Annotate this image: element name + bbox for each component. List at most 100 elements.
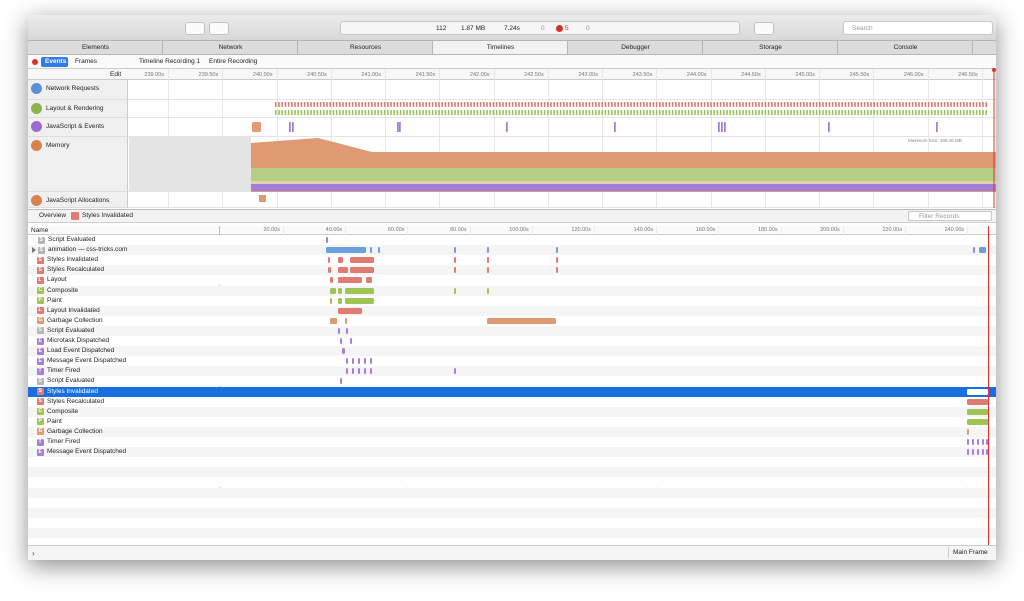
record-row[interactable]: S Script Evaluated bbox=[28, 325, 996, 336]
frames-toggle[interactable]: Frames bbox=[75, 58, 98, 65]
paint-event bbox=[662, 110, 664, 115]
search-placeholder: Search bbox=[852, 25, 873, 32]
paint-event bbox=[828, 110, 831, 115]
record-row[interactable]: S Styles Recalculated bbox=[28, 265, 996, 276]
reload-button[interactable] bbox=[185, 22, 205, 35]
layout-event bbox=[841, 102, 843, 107]
record-icon: S bbox=[37, 256, 44, 264]
record-row[interactable]: P Paint bbox=[28, 416, 996, 427]
record-name: Composite bbox=[47, 286, 79, 294]
layout-event bbox=[380, 102, 383, 107]
memory-band bbox=[251, 184, 996, 191]
record-row[interactable]: S Script Evaluated bbox=[28, 235, 996, 246]
ruler-line bbox=[547, 69, 549, 208]
record-row[interactable]: C Composite bbox=[28, 406, 996, 417]
record-row[interactable]: P Paint bbox=[28, 295, 996, 306]
record-row[interactable]: G Garbage Collection bbox=[28, 315, 996, 326]
record-row[interactable]: S Styles Invalidated bbox=[28, 255, 996, 266]
record-name: Garbage Collection bbox=[47, 316, 103, 324]
tab[interactable]: Timelines bbox=[433, 41, 568, 55]
edit-button[interactable]: Edit bbox=[110, 71, 122, 78]
record-row[interactable]: E Message Event Dispatched bbox=[28, 356, 996, 367]
record-row[interactable]: T Timer Fired bbox=[28, 437, 996, 448]
layout-event bbox=[563, 102, 565, 107]
record-name: Load Event Dispatched bbox=[47, 347, 115, 355]
filter-field[interactable]: Filter Records bbox=[908, 211, 992, 221]
layout-event bbox=[310, 102, 312, 107]
disclosure[interactable] bbox=[32, 247, 36, 254]
ruler-line bbox=[439, 69, 441, 208]
tab-label: Storage bbox=[759, 44, 782, 51]
events-toggle[interactable]: Events bbox=[41, 57, 68, 67]
paint-event bbox=[307, 110, 309, 115]
record-icon-letter: S bbox=[39, 246, 43, 253]
layout-event bbox=[556, 102, 559, 107]
script-event bbox=[936, 122, 938, 132]
record-row[interactable]: G Garbage Collection bbox=[28, 426, 996, 437]
layout-event bbox=[585, 102, 587, 107]
track-label: JavaScript Allocations bbox=[46, 197, 110, 204]
record-row[interactable]: E Microtask Dispatched bbox=[28, 336, 996, 347]
record-bar bbox=[345, 287, 374, 294]
record-row[interactable]: T Timer Fired bbox=[28, 366, 996, 377]
inspector-window: 112 1.87 MB 7.24s 0 5 0 Search Elements Network R… bbox=[28, 15, 996, 560]
layout-event bbox=[342, 102, 344, 107]
record-bar bbox=[358, 358, 360, 365]
layout-event bbox=[812, 102, 815, 107]
record-row[interactable]: S Script Evaluated bbox=[28, 376, 996, 387]
layout-event bbox=[809, 102, 811, 107]
record-row[interactable]: C Composite bbox=[28, 285, 996, 296]
tab[interactable]: Storage bbox=[703, 41, 838, 55]
record-row[interactable]: E Load Event Dispatched bbox=[28, 346, 996, 357]
inspect-button[interactable] bbox=[754, 22, 774, 35]
paint-event bbox=[947, 110, 949, 115]
paint-event bbox=[655, 110, 658, 115]
paint-event bbox=[441, 110, 443, 115]
record-icon: T bbox=[37, 367, 44, 375]
records-playhead bbox=[988, 226, 989, 545]
record-row[interactable]: L Layout Invalidated bbox=[28, 305, 996, 316]
crumb[interactable]: Styles Invalidated bbox=[82, 212, 133, 219]
layout-event bbox=[707, 102, 709, 107]
tab[interactable]: Network bbox=[163, 41, 298, 55]
ruler-label: 240.50s bbox=[307, 72, 327, 78]
record-bar bbox=[338, 257, 343, 264]
track-icon bbox=[31, 140, 42, 151]
layout-event bbox=[710, 102, 712, 107]
crumb[interactable]: Entire Recording bbox=[209, 58, 258, 65]
layout-event bbox=[361, 102, 363, 107]
record-button[interactable] bbox=[32, 59, 38, 65]
crumb[interactable]: Overview bbox=[39, 212, 67, 219]
record-row[interactable]: S Styles Recalculated bbox=[28, 396, 996, 407]
record-row[interactable]: E Message Event Dispatched bbox=[28, 447, 996, 458]
record-name: Script Evaluated bbox=[47, 377, 95, 385]
crumb[interactable]: Timeline Recording 1 bbox=[139, 58, 201, 65]
layout-event bbox=[287, 102, 290, 107]
paint-event bbox=[598, 110, 600, 115]
frame-selector[interactable]: Main Frame bbox=[953, 549, 988, 556]
paint-event bbox=[364, 110, 367, 115]
record-name: Message Event Dispatched bbox=[47, 357, 127, 365]
console-prompt[interactable]: › bbox=[32, 549, 35, 558]
layout-event bbox=[927, 102, 930, 107]
record-row[interactable]: L Layout bbox=[28, 275, 996, 286]
tab-extra bbox=[973, 41, 996, 55]
record-bar bbox=[326, 237, 328, 243]
paint-event bbox=[489, 110, 491, 115]
tab[interactable]: Console bbox=[838, 41, 973, 55]
layout-event bbox=[620, 102, 623, 107]
layout-event bbox=[943, 102, 946, 107]
tab[interactable]: Resources bbox=[298, 41, 433, 55]
tab[interactable]: Elements bbox=[28, 41, 163, 55]
script-event bbox=[718, 122, 720, 132]
download-button[interactable] bbox=[209, 22, 229, 35]
tab[interactable]: Debugger bbox=[568, 41, 703, 55]
layout-event bbox=[524, 102, 527, 107]
layout-event bbox=[489, 102, 491, 107]
record-row[interactable]: S Styles Invalidated bbox=[28, 386, 996, 397]
paint-event bbox=[835, 110, 837, 115]
paint-event bbox=[803, 110, 805, 115]
search-field[interactable]: Search bbox=[843, 21, 993, 35]
paint-event bbox=[764, 110, 767, 115]
